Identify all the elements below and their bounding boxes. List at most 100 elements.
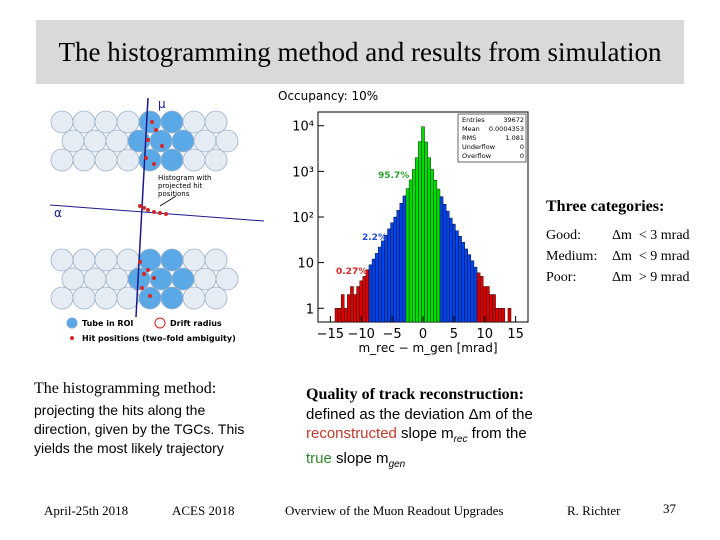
hit-position [142,206,146,210]
histogram-bin [445,210,450,323]
hit-position [138,204,142,208]
legend-drift-icon [154,317,166,329]
category-medium: Medium: Δm < 9 mrad [546,249,690,265]
y-tick-label: 10⁴ [292,120,314,135]
drift-tube [83,267,107,291]
footer-date: April-25th 2018 [44,503,129,518]
category-cond: Δm < 9 mrad [612,249,690,264]
histogram-bin [424,141,428,323]
histogram-bin [337,308,342,323]
category-poor: Poor: Δm > 9 mrad [546,270,690,286]
histogram-bin [452,223,456,323]
histogram-bin [498,308,502,323]
quality-text-a: defined as the deviation Δm of the [306,406,533,423]
category-cond: Δm < 3 mrad [612,228,690,243]
histogram-bin [489,294,493,323]
drift-tube [94,286,118,310]
y-tick-label: 1 [306,302,314,317]
hit-position [140,286,144,290]
drift-tube [160,286,184,310]
drift-tube [171,129,195,153]
histogram-bin [371,258,376,323]
drift-tube [61,129,85,153]
annotation-arrow [159,195,177,207]
x-tick-label: 15 [507,327,524,342]
stats-value: 0.0004353 [489,125,524,133]
x-tick-label: −5 [383,327,402,342]
drift-tube [72,110,96,134]
histogram-bin [368,264,373,323]
annotation-line-1: Histogram with [158,174,211,182]
histogram-bin [365,269,370,323]
stats-label: Overflow [462,152,492,160]
stats-value: 0 [520,152,524,160]
quality-true: true [306,450,332,467]
drift-tube [182,248,206,272]
annotation-medium: 2.2% [362,233,387,243]
hit-position [152,162,156,166]
hit-position [142,272,146,276]
annotation-line-3: positions [158,190,190,198]
histogram-bin [378,246,382,323]
histogram-bin [486,286,490,323]
drift-tube [94,248,118,272]
drift-tube [204,148,228,172]
footer-talk: Overview of the Muon Readout Upgrades [285,503,504,518]
x-axis-label: m_rec − m_gen [mrad] [358,341,497,355]
histogram-bin [393,216,397,323]
histogram-bin [449,217,453,323]
histogram-bin [476,272,481,323]
histogram-bin [415,157,419,323]
histogram-bin [387,228,391,323]
quality-text-b: slope m [396,425,454,442]
hit-position [148,294,152,298]
stats-label: Underflow [462,143,496,151]
projection-line [49,204,265,222]
drift-tube [215,267,239,291]
drift-tube [204,248,228,272]
drift-tube [116,148,140,172]
histogram-bin [479,276,484,323]
drift-tube [50,286,74,310]
category-good: Good: Δm < 3 mrad [546,228,690,244]
slide-title: The histogramming method and results fro… [58,36,662,67]
histogram-bin [362,276,367,323]
drift-tube [83,129,107,153]
quality-text: defined as the deviation Δm of the recon… [306,405,556,474]
x-tick-label: −10 [348,327,375,342]
hit-position [146,208,150,212]
histogram-bin [455,230,459,323]
histogram-bin [384,234,388,323]
drift-tube [215,129,239,153]
drift-tube [50,110,74,134]
stats-value: 39672 [503,116,524,124]
histogram-bin [347,294,351,323]
category-name: Poor: [546,270,577,285]
histogram-bin [396,210,401,323]
method-text: projecting the hits along the direction,… [34,402,245,456]
page-number: 37 [663,501,676,516]
histogram-bin [439,196,444,323]
alpha-label: α [54,206,62,220]
drift-tube [138,248,162,272]
drift-tube [50,148,74,172]
drift-tube [116,286,140,310]
hit-position [150,120,154,124]
histogram-bin [492,294,496,323]
chart-title: Occupancy: 10% [278,89,378,103]
hit-position [158,211,162,215]
drift-tube [105,129,129,153]
histogram-bin [467,254,472,323]
drift-tube [50,248,74,272]
drift-tube [182,110,206,134]
drift-tube [182,148,206,172]
histogram-bin [418,141,422,323]
quality-reconstructed: reconstructed [306,425,397,442]
hit-position [152,276,156,280]
stats-box [457,113,527,163]
drift-tube [204,286,228,310]
drift-tube [105,267,129,291]
histogram-bin [495,308,499,323]
stats-value: 1.081 [505,134,524,142]
hit-position [146,138,150,142]
